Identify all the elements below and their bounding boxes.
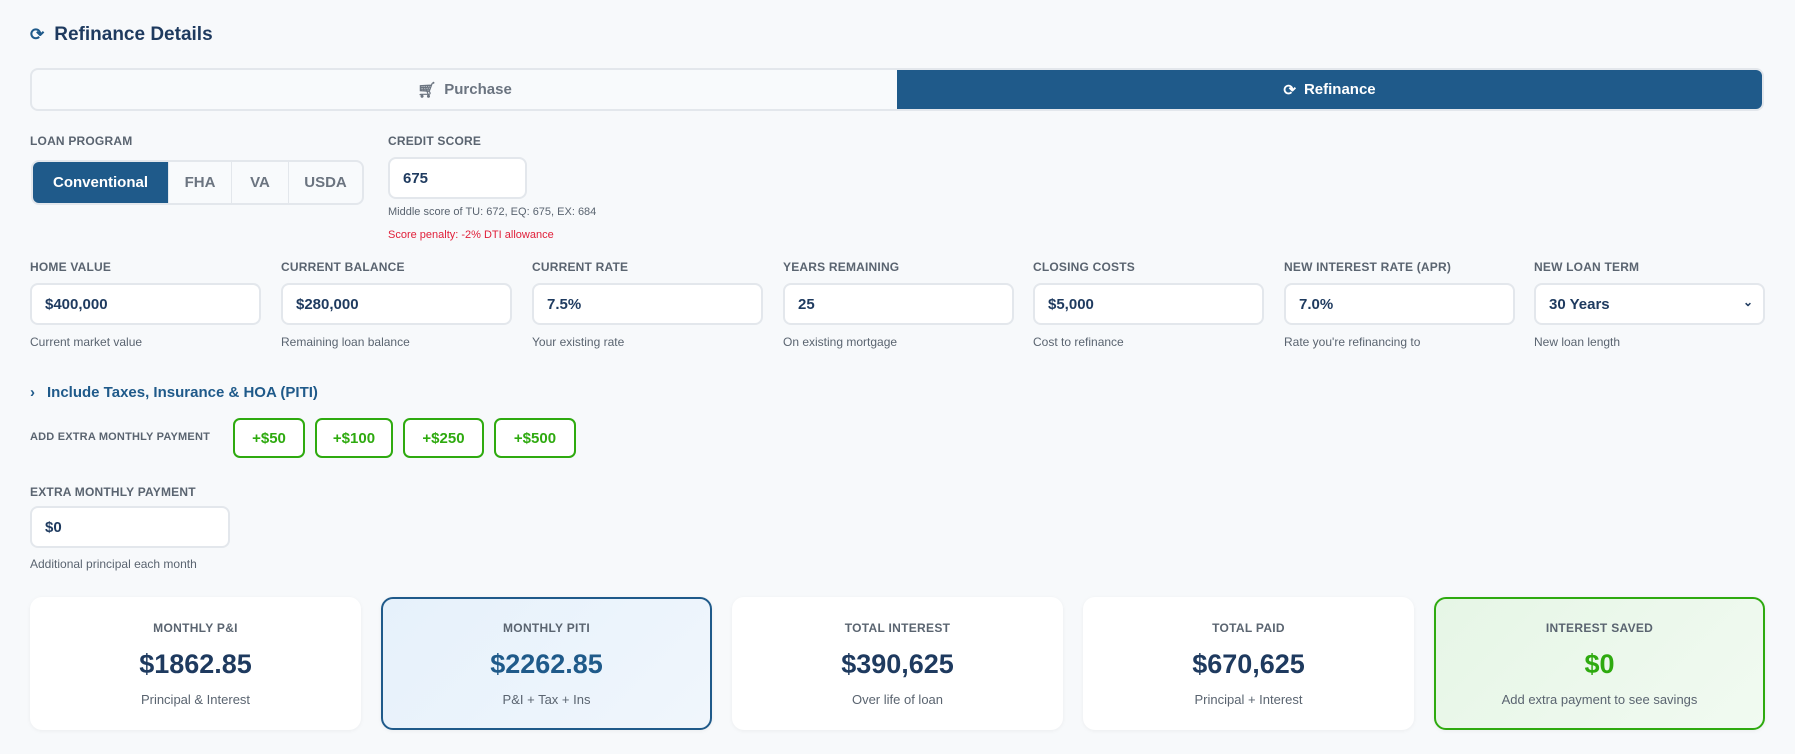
chevron-down-icon: ⌄ xyxy=(1742,295,1753,309)
closing-costs-field: CLOSING COSTS $5,000 Cost to refinance xyxy=(1033,260,1264,349)
current-rate-field: CURRENT RATE 7.5% Your existing rate xyxy=(532,260,763,349)
program-fha[interactable]: FHA xyxy=(168,162,231,203)
current-balance-input[interactable]: $280,000 xyxy=(281,283,512,325)
loan-program-label: LOAN PROGRAM xyxy=(30,134,133,148)
result-monthly-piti: MONTHLY PITI $2262.85 P&I + Tax + Ins xyxy=(381,597,712,730)
new-loan-term-field: NEW LOAN TERM 30 Years ⌄ New loan length xyxy=(1534,260,1765,349)
extra-quick-label: ADD EXTRA MONTHLY PAYMENT xyxy=(30,431,211,443)
result-total-interest: TOTAL INTEREST $390,625 Over life of loan xyxy=(732,597,1063,730)
extra-payment-input[interactable]: $0 xyxy=(30,506,230,548)
new-rate-input[interactable]: 7.0% xyxy=(1284,283,1515,325)
extra-250-button[interactable]: +$250 xyxy=(403,418,484,458)
credit-score-input[interactable]: 675 xyxy=(388,157,527,199)
new-rate-field: NEW INTEREST RATE (APR) 7.0% Rate you're r… xyxy=(1284,260,1515,349)
result-interest-saved: INTEREST SAVED $0 Add extra payment to see… xyxy=(1434,597,1765,730)
extra-payment-helper: Additional principal each month xyxy=(30,557,197,571)
result-total-paid: TOTAL PAID $670,625 Principal + Interest xyxy=(1083,597,1414,730)
program-conventional[interactable]: Conventional xyxy=(33,162,168,203)
chevron-right-icon: › xyxy=(30,384,35,401)
extra-payment-label: EXTRA MONTHLY PAYMENT xyxy=(30,485,196,499)
tab-refinance[interactable]: ⟳ Refinance xyxy=(897,70,1762,109)
program-va[interactable]: VA xyxy=(231,162,288,203)
credit-score-helper: Middle score of TU: 672, EQ: 675, EX: 68… xyxy=(388,206,597,218)
loan-program-selector: Conventional FHA VA USDA xyxy=(31,160,364,205)
mode-tabs: 🛒︎ Purchase ⟳ Refinance xyxy=(30,68,1764,111)
extra-50-button[interactable]: +$50 xyxy=(233,418,305,458)
home-value-input[interactable]: $400,000 xyxy=(30,283,261,325)
cart-icon: 🛒︎ xyxy=(417,81,437,99)
home-value-field: HOME VALUE $400,000 Current market value xyxy=(30,260,261,349)
page-title: ⟳ Refinance Details xyxy=(30,24,213,45)
closing-costs-input[interactable]: $5,000 xyxy=(1033,283,1264,325)
credit-score-label: CREDIT SCORE xyxy=(388,134,482,148)
tab-purchase[interactable]: 🛒︎ Purchase xyxy=(417,81,512,99)
extra-500-button[interactable]: +$500 xyxy=(494,418,576,458)
years-remaining-field: YEARS REMAINING 25 On existing mortgage xyxy=(783,260,1014,349)
extra-100-button[interactable]: +$100 xyxy=(315,418,393,458)
years-remaining-input[interactable]: 25 xyxy=(783,283,1014,325)
new-loan-term-select[interactable]: 30 Years ⌄ xyxy=(1534,283,1765,325)
refresh-icon: ⟳ xyxy=(1283,81,1296,99)
current-balance-field: CURRENT BALANCE $280,000 Remaining loan ba… xyxy=(281,260,512,349)
refresh-icon: ⟳ xyxy=(30,25,45,44)
score-penalty: Score penalty: -2% DTI allowance xyxy=(388,229,554,241)
program-usda[interactable]: USDA xyxy=(288,162,362,203)
current-rate-input[interactable]: 7.5% xyxy=(532,283,763,325)
piti-toggle[interactable]: › Include Taxes, Insurance & HOA (PITI) xyxy=(30,384,318,401)
result-monthly-pi: MONTHLY P&I $1862.85 Principal & Interest xyxy=(30,597,361,730)
